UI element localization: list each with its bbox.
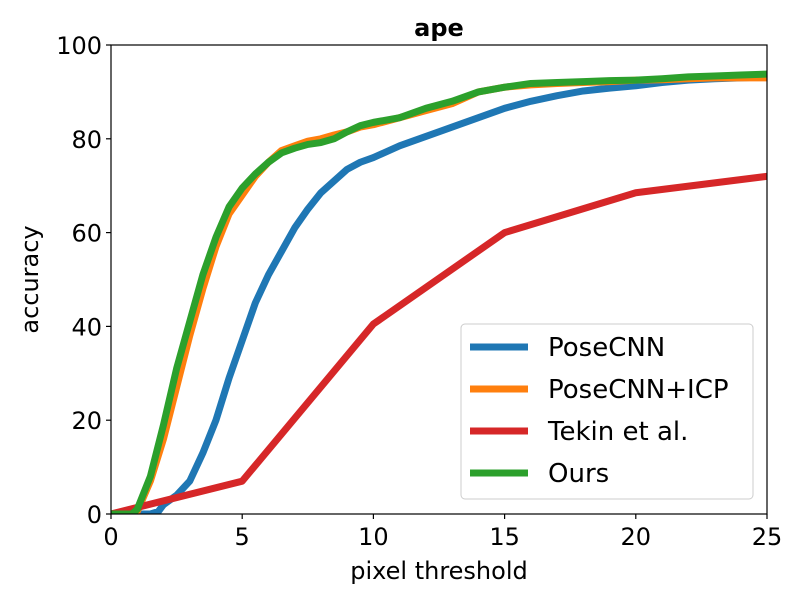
legend-box [460,323,754,500]
x-tick-label: 5 [235,523,250,551]
x-tick-label: 15 [489,523,520,551]
plot-series-group [111,70,767,514]
y-tick-label: 100 [56,32,102,60]
legend-label: PoseCNN+ICP [548,375,729,405]
x-tick-label: 25 [752,523,783,551]
series-line-ours [111,70,767,514]
x-axis-ticks: 0 5 10 15 20 25 [103,514,782,551]
y-tick-label: 40 [71,313,102,341]
series-line-tekin-et-al [111,172,767,514]
y-tick-label: 0 [87,501,102,529]
legend: PoseCNN PoseCNN+ICP Tekin et al. Ours [460,323,754,500]
y-axis-label: accuracy [16,225,44,333]
legend-label: PoseCNN [548,333,665,363]
y-tick-label: 60 [71,220,102,248]
x-tick-label: 0 [103,523,118,551]
series-line-posecnn [111,73,767,514]
x-axis-label: pixel threshold [350,557,527,585]
y-tick-label: 80 [71,126,102,154]
y-tick-label: 20 [71,407,102,435]
legend-label: Tekin et al. [547,417,688,447]
legend-label: Ours [548,459,609,489]
chart-title: ape [414,14,464,42]
x-tick-label: 10 [358,523,389,551]
plot-frame [110,44,768,515]
y-axis-ticks: 0 20 40 60 80 100 [56,32,111,529]
x-tick-label: 20 [621,523,652,551]
